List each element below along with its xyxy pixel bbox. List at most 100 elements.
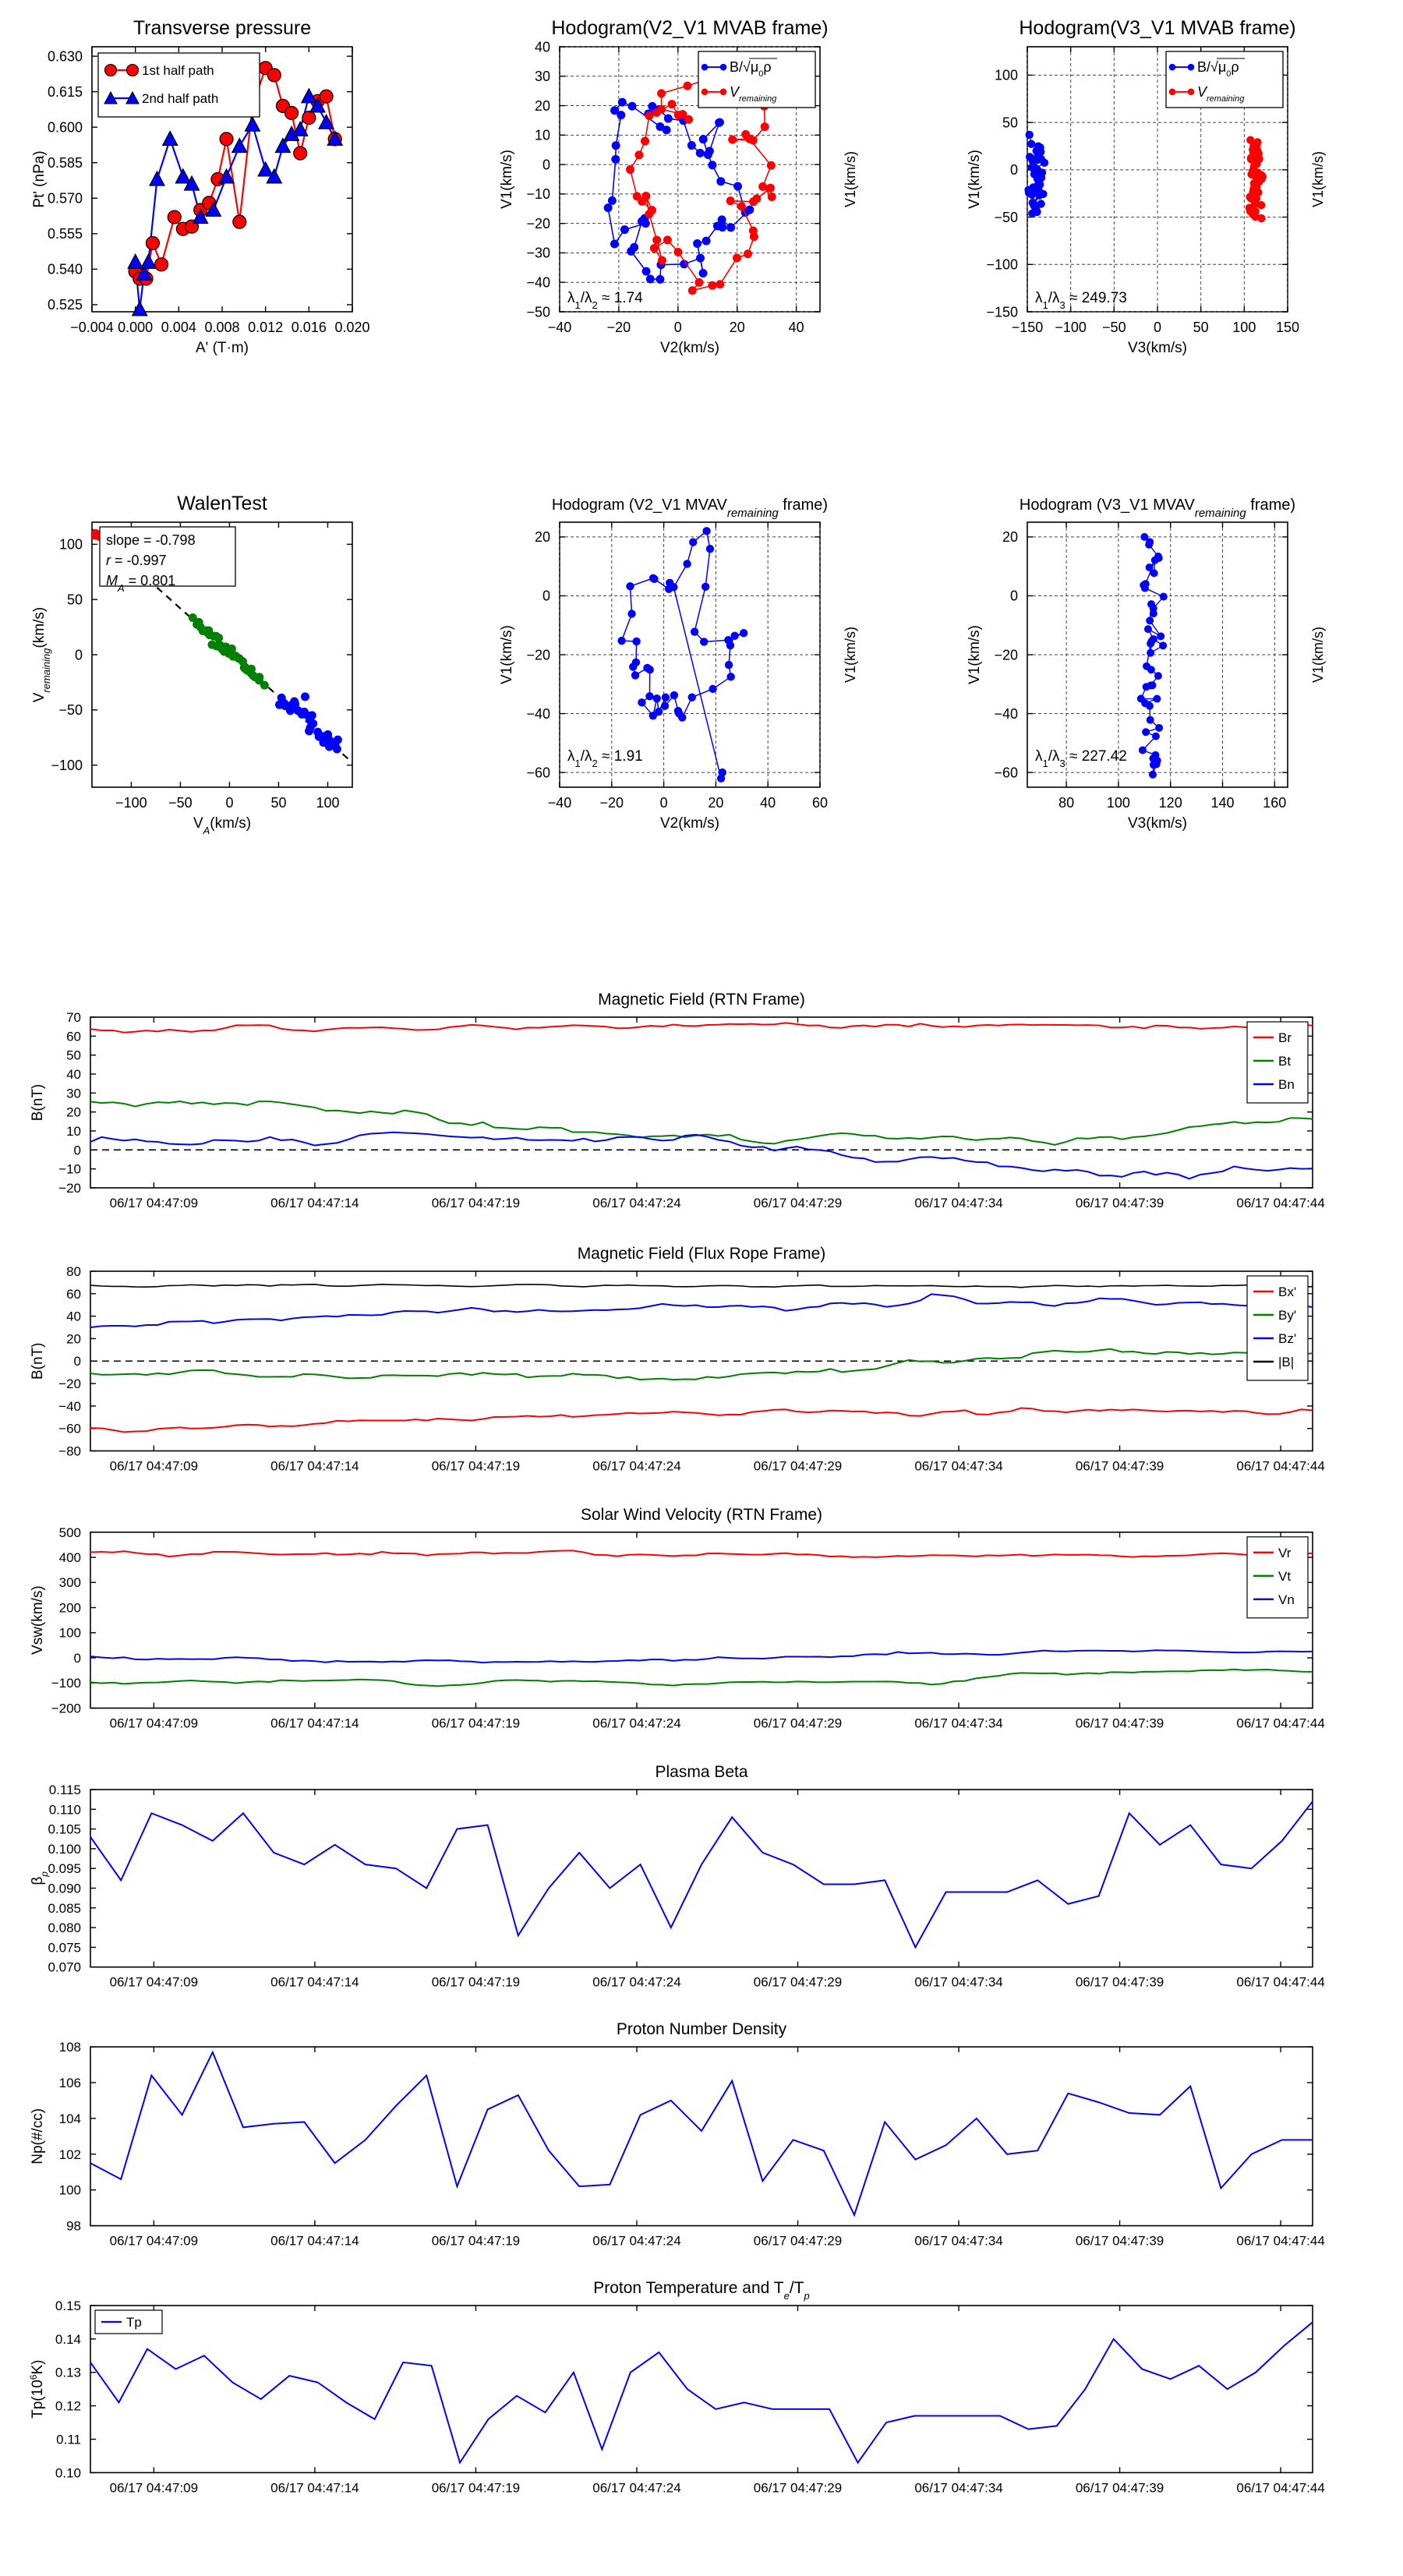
svg-text:70: 70 [66,1010,81,1025]
svg-text:Tp: Tp [126,2315,142,2330]
svg-text:06/17 04:47:24: 06/17 04:47:24 [592,2234,680,2249]
svg-text:80: 80 [66,1264,81,1279]
svg-text:−20: −20 [994,647,1018,663]
svg-text:−40: −40 [58,1399,81,1414]
svg-text:0: 0 [74,1354,81,1369]
svg-text:0: 0 [74,1143,81,1157]
svg-text:Bt: Bt [1278,1054,1291,1069]
svg-text:120: 120 [1159,795,1182,811]
svg-text:A' (T·m): A' (T·m) [196,340,249,356]
svg-text:06/17 04:47:29: 06/17 04:47:29 [754,2234,842,2249]
svg-text:06/17 04:47:44: 06/17 04:47:44 [1236,1716,1324,1731]
svg-text:0.585: 0.585 [48,155,83,171]
svg-text:06/17 04:47:14: 06/17 04:47:14 [270,1975,359,1990]
svg-text:0.630: 0.630 [48,48,83,64]
svg-text:300: 300 [59,1575,81,1590]
svg-text:06/17 04:47:39: 06/17 04:47:39 [1076,1975,1164,1990]
svg-text:06/17 04:47:19: 06/17 04:47:19 [432,2480,520,2495]
svg-text:r = -0.997: r = -0.997 [106,553,167,568]
svg-text:0.570: 0.570 [48,191,83,207]
svg-text:06/17 04:47:44: 06/17 04:47:44 [1236,2480,1324,2495]
svg-text:60: 60 [66,1287,81,1302]
svg-text:0.008: 0.008 [204,320,239,335]
svg-text:0.004: 0.004 [161,320,196,335]
svg-text:06/17 04:47:09: 06/17 04:47:09 [110,2234,198,2249]
svg-text:50: 50 [1193,320,1209,335]
svg-text:−20: −20 [526,216,550,231]
svg-text:60: 60 [812,795,828,811]
svg-text:100: 100 [59,1626,81,1641]
svg-text:06/17 04:47:14: 06/17 04:47:14 [270,1716,359,1731]
svg-text:V1(km/s): V1(km/s) [1310,627,1326,683]
svg-text:06/17 04:47:29: 06/17 04:47:29 [754,2480,842,2495]
svg-text:80: 80 [1058,795,1074,811]
svg-text:−20: −20 [58,1181,81,1196]
svg-text:−40: −40 [548,320,572,335]
svg-text:Magnetic Field (Flux Rope Fram: Magnetic Field (Flux Rope Frame) [578,1245,826,1263]
svg-text:−200: −200 [51,1701,81,1716]
svg-text:|B|: |B| [1278,1355,1294,1369]
svg-text:100: 100 [1107,795,1130,811]
svg-text:0: 0 [542,588,550,604]
svg-text:−150: −150 [986,304,1018,320]
svg-text:−100: −100 [115,795,147,811]
svg-text:−30: −30 [526,246,550,261]
svg-text:06/17 04:47:09: 06/17 04:47:09 [110,1975,198,1990]
svg-text:−40: −40 [548,795,572,811]
svg-text:Bx': Bx' [1278,1284,1296,1299]
svg-text:06/17 04:47:29: 06/17 04:47:29 [754,1196,842,1210]
svg-text:06/17 04:47:44: 06/17 04:47:44 [1236,1196,1324,1210]
svg-text:0.115: 0.115 [49,1783,81,1797]
svg-text:40: 40 [535,39,550,55]
svg-text:−60: −60 [526,765,550,780]
svg-text:0.12: 0.12 [55,2399,81,2414]
svg-text:20: 20 [66,1331,81,1346]
svg-text:06/17 04:47:24: 06/17 04:47:24 [592,2480,680,2495]
svg-text:−50: −50 [168,795,193,811]
svg-text:0: 0 [674,320,682,335]
svg-text:10: 10 [535,128,550,143]
svg-text:40: 40 [789,320,804,335]
svg-text:20: 20 [730,320,745,335]
svg-text:06/17 04:47:39: 06/17 04:47:39 [1076,2480,1164,2495]
svg-text:V1(km/s): V1(km/s) [499,625,515,684]
svg-text:V3(km/s): V3(km/s) [1128,340,1187,356]
svg-text:106: 106 [59,2076,81,2090]
svg-text:Magnetic Field (RTN Frame): Magnetic Field (RTN Frame) [598,991,805,1009]
svg-text:06/17 04:47:29: 06/17 04:47:29 [754,1459,842,1474]
svg-text:V1(km/s): V1(km/s) [843,627,858,683]
svg-text:V1(km/s): V1(km/s) [967,150,983,209]
svg-text:400: 400 [59,1550,81,1565]
svg-text:0.13: 0.13 [55,2366,81,2380]
svg-text:20: 20 [708,795,723,811]
svg-text:V2(km/s): V2(km/s) [660,340,719,356]
svg-text:−50: −50 [994,210,1018,225]
svg-text:06/17 04:47:34: 06/17 04:47:34 [914,2480,1002,2495]
svg-text:104: 104 [59,2111,81,2126]
svg-text:0: 0 [1154,320,1161,335]
svg-text:06/17 04:47:09: 06/17 04:47:09 [110,2480,198,2495]
svg-text:−100: −100 [986,257,1018,273]
svg-text:Hodogram(V3_V1 MVAB frame): Hodogram(V3_V1 MVAB frame) [1019,17,1295,39]
svg-text:140: 140 [1210,795,1234,811]
svg-text:40: 40 [66,1309,81,1324]
svg-text:06/17 04:47:19: 06/17 04:47:19 [432,1196,520,1210]
svg-text:0.020: 0.020 [334,320,369,335]
svg-text:−40: −40 [526,706,550,722]
svg-text:0: 0 [542,157,550,172]
svg-text:06/17 04:47:39: 06/17 04:47:39 [1076,2234,1164,2249]
svg-text:B(nT): B(nT) [30,1084,46,1122]
svg-text:0.000: 0.000 [118,320,153,335]
svg-text:06/17 04:47:39: 06/17 04:47:39 [1076,1196,1164,1210]
svg-text:06/17 04:47:14: 06/17 04:47:14 [270,1196,359,1210]
svg-text:V2(km/s): V2(km/s) [660,815,719,832]
svg-text:−60: −60 [58,1422,81,1436]
svg-text:0.012: 0.012 [248,320,283,335]
svg-text:50: 50 [67,592,83,607]
svg-text:Tp(106K): Tp(106K) [28,2360,46,2419]
svg-text:06/17 04:47:14: 06/17 04:47:14 [270,1459,359,1474]
svg-text:20: 20 [535,529,550,545]
svg-text:Vr: Vr [1278,1546,1292,1560]
svg-text:0: 0 [225,795,233,811]
svg-text:0.10: 0.10 [55,2465,81,2480]
